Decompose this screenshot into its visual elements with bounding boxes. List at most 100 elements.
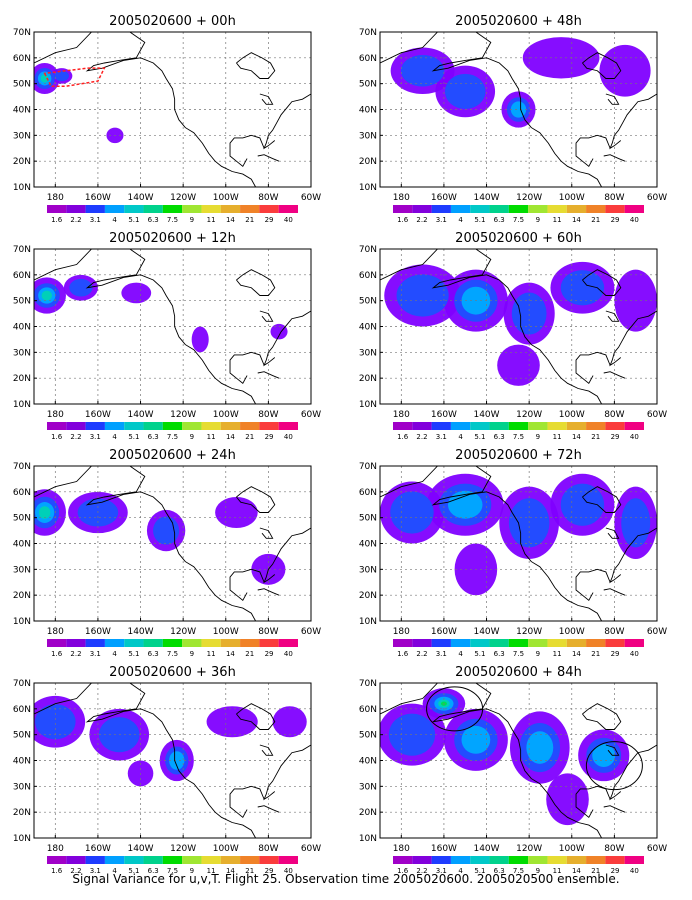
- coastline-2: [229, 568, 265, 602]
- colorbar-swatch: [450, 205, 471, 213]
- x-tick-label: 160W: [431, 627, 457, 637]
- colorbar-label: 11: [207, 216, 216, 224]
- x-tick-label: 160W: [85, 410, 111, 420]
- colorbar-swatch: [605, 639, 625, 647]
- coastline-3: [236, 52, 276, 79]
- colorbar-label: 7.5: [167, 216, 178, 224]
- colorbar-label: 1.6: [397, 650, 409, 658]
- panel-title: 2005020600 + 36h: [109, 665, 236, 680]
- colorbar-label: 11: [553, 867, 562, 875]
- colorbar-label: 5.1: [474, 650, 485, 658]
- map-panel-6: 2005020600 + 72h 10N 20N 30N 40N 50N 60N 70N 180…: [359, 448, 667, 658]
- colorbar-label: 11: [553, 433, 562, 441]
- colorbar-swatch: [566, 205, 587, 213]
- colorbar-swatch: [182, 856, 202, 864]
- y-tick-label: 40N: [359, 323, 377, 333]
- colorbar-label: 29: [611, 216, 620, 224]
- colorbar-label: 29: [611, 433, 620, 441]
- colorbar-swatch: [259, 422, 279, 430]
- colorbar-swatch: [220, 422, 241, 430]
- x-tick-label: 140W: [127, 844, 153, 854]
- colorbar-label: 11: [553, 216, 562, 224]
- panel-title: 2005020600 + 60h: [455, 231, 582, 246]
- colorbar-label: 2.2: [416, 650, 427, 658]
- colorbar-label: 4: [112, 867, 117, 875]
- figure-caption: Signal Variance for u,v,T. Flight 25. Ob…: [72, 872, 620, 886]
- coastline-4: [259, 93, 274, 105]
- colorbar-label: 2.2: [416, 433, 427, 441]
- colorbar-swatch: [470, 205, 490, 213]
- colorbar-label: 4: [458, 433, 463, 441]
- colorbar-swatch: [470, 856, 490, 864]
- y-tick-label: 50N: [13, 731, 31, 741]
- coastline-0: [34, 32, 256, 187]
- coastline-3: [236, 703, 276, 730]
- colorbar-label: 21: [245, 433, 254, 441]
- colorbar-swatch: [162, 856, 183, 864]
- colorbar-swatch: [566, 639, 587, 647]
- x-tick-label: 100W: [559, 410, 585, 420]
- x-tick-label: 120W: [516, 193, 542, 203]
- colorbar-label: 9: [536, 216, 540, 224]
- contour-blob-0-level-3: [38, 506, 51, 519]
- colorbar-swatch: [450, 639, 471, 647]
- coastline-4: [259, 527, 274, 539]
- x-tick-label: 100W: [213, 627, 239, 637]
- colorbar-label: 4: [112, 650, 117, 658]
- coastline-5: [257, 588, 280, 596]
- x-tick-label: 80W: [604, 193, 624, 203]
- colorbar-swatch: [528, 639, 548, 647]
- x-tick-label: 60W: [647, 627, 667, 637]
- colorbar-swatch: [85, 422, 105, 430]
- colorbar-swatch: [220, 856, 241, 864]
- y-tick-label: 30N: [13, 565, 31, 575]
- y-tick-label: 60N: [13, 271, 31, 281]
- colorbar-label: 6.3: [494, 216, 505, 224]
- colorbar-swatch: [104, 856, 125, 864]
- y-tick-label: 50N: [13, 80, 31, 90]
- y-tick-label: 20N: [13, 808, 31, 818]
- colorbar-swatch: [47, 205, 67, 213]
- variance-field: [34, 683, 311, 838]
- y-tick-label: 70N: [359, 245, 377, 255]
- colorbar-swatch: [412, 639, 432, 647]
- coastline-4: [605, 744, 620, 756]
- colorbar-label: 11: [207, 867, 216, 875]
- colorbar-swatch: [162, 205, 183, 213]
- x-tick-label: 160W: [85, 844, 111, 854]
- y-tick-label: 20N: [359, 591, 377, 601]
- colorbar-swatch: [508, 639, 529, 647]
- contour-blob-6-level-0: [497, 344, 540, 386]
- x-tick-label: 180: [393, 627, 410, 637]
- colorbar-swatch: [220, 205, 241, 213]
- colorbar-label: 40: [630, 867, 639, 875]
- coastline-5: [603, 371, 626, 379]
- colorbar-swatch: [124, 856, 144, 864]
- contour-blob-3-level-0: [215, 497, 258, 528]
- colorbar-swatch: [508, 856, 529, 864]
- colorbar-label: 3.1: [436, 216, 447, 224]
- x-tick-label: 140W: [127, 410, 153, 420]
- colorbar-label: 21: [245, 867, 254, 875]
- highlight-circle: [426, 686, 484, 732]
- map-panel-7: 2005020600 + 84h 10N 20N 30N 40N 50N 60N 70N 180…: [359, 665, 667, 875]
- coastline-6: [2, 595, 6, 598]
- y-tick-label: 60N: [359, 488, 377, 498]
- x-tick-label: 160W: [85, 627, 111, 637]
- coastline-1: [609, 744, 657, 801]
- colorbar-label: 14: [226, 433, 235, 441]
- colorbar-swatch: [104, 205, 125, 213]
- colorbar-swatch: [624, 856, 644, 864]
- x-tick-label: 140W: [127, 193, 153, 203]
- coastline-0: [380, 683, 602, 838]
- contour-blob-3-level-0: [121, 282, 152, 304]
- colorbar-label: 29: [611, 867, 620, 875]
- colorbar-label: 7.5: [513, 216, 524, 224]
- colorbar-swatch: [124, 422, 144, 430]
- colorbar-swatch: [66, 205, 86, 213]
- coastline-5: [257, 154, 280, 162]
- colorbar-label: 3.1: [90, 650, 101, 658]
- colorbar-swatch: [259, 639, 279, 647]
- colorbar-swatch: [489, 205, 509, 213]
